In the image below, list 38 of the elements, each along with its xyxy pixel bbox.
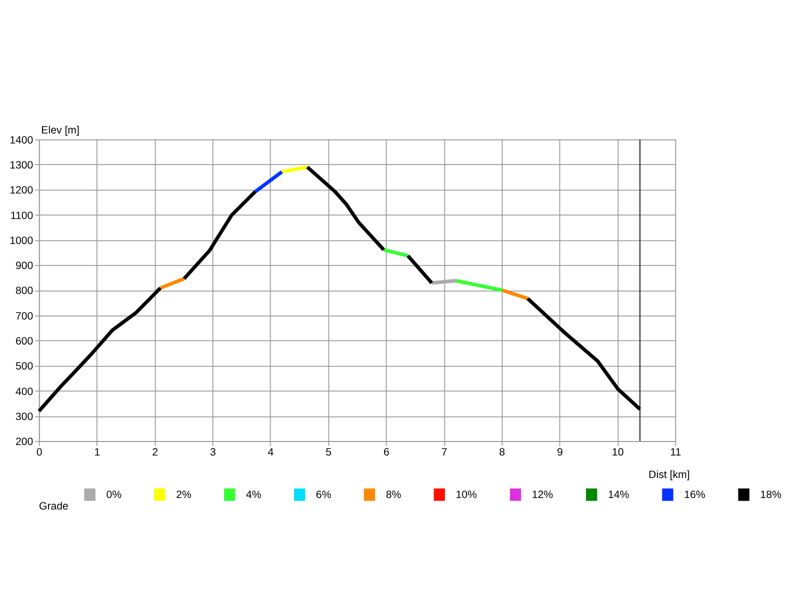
legend-title: Grade (38, 500, 69, 512)
y-tick-label: 700 (15, 310, 34, 322)
y-tick-label: 500 (15, 360, 34, 373)
legend-label: 12% (532, 489, 554, 502)
x-tick-label: 11 (670, 446, 682, 459)
y-tick-label: 1000 (10, 234, 34, 247)
y-tick-label: 1200 (10, 184, 34, 197)
x-tick-label: 4 (268, 446, 274, 459)
legend-label: 6% (316, 489, 332, 502)
legend-label: 2% (176, 489, 192, 502)
y-tick-label: 600 (15, 336, 34, 348)
y-tick-label: 1400 (10, 134, 34, 146)
x-tick-label: 10 (612, 446, 624, 459)
y-tick-label: 1100 (10, 210, 34, 222)
legend-label: 18% (760, 489, 782, 502)
y-tick-label: 300 (15, 410, 34, 423)
legend-label: 16% (684, 489, 706, 502)
y-tick-label: 400 (15, 386, 34, 398)
y-tick-label: 900 (15, 260, 34, 272)
y-tick-label: 1300 (10, 159, 34, 172)
y-tick-label: 800 (15, 285, 34, 298)
x-tick-label: 5 (326, 446, 332, 459)
x-tick-label: 9 (557, 446, 564, 459)
legend-label: 10% (456, 489, 478, 502)
x-tick-label: 7 (441, 446, 448, 459)
x-axis-title: Dist [km] (648, 468, 690, 481)
legend-label: 4% (246, 489, 262, 502)
x-tick-label: 0 (36, 446, 42, 459)
x-tick-label: 3 (210, 446, 216, 459)
legend-label: 14% (608, 489, 630, 502)
y-axis-title: Elev [m] (41, 124, 80, 137)
legend-label: 0% (106, 489, 122, 502)
y-tick-label: 200 (15, 436, 34, 448)
x-tick-label: 8 (499, 446, 506, 459)
x-tick-label: 6 (383, 446, 390, 459)
legend-label: 8% (386, 489, 402, 502)
x-tick-label: 2 (152, 446, 158, 459)
x-tick-label: 1 (94, 446, 100, 459)
